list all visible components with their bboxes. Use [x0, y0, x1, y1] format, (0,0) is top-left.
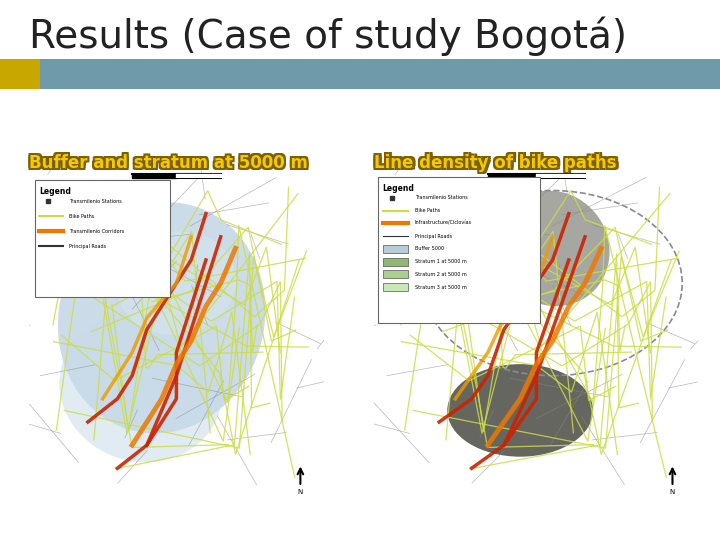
Text: Principal Roads: Principal Roads: [415, 234, 452, 239]
Bar: [382, 245, 408, 253]
Text: Stratum 2 at 5000 m: Stratum 2 at 5000 m: [415, 272, 467, 277]
Text: Buffer and stratum at 5000 m: Buffer and stratum at 5000 m: [27, 154, 305, 172]
Text: Infrastructure/Ciclovías: Infrastructure/Ciclovías: [415, 221, 472, 226]
Text: Transmilenio Corridors: Transmilenio Corridors: [68, 229, 124, 234]
Text: Buffer and stratum at 5000 m: Buffer and stratum at 5000 m: [31, 154, 310, 172]
Text: Line density of bike paths: Line density of bike paths: [377, 156, 619, 173]
Text: Stratum 1 at 5000 m: Stratum 1 at 5000 m: [415, 259, 467, 264]
Bar: [0, 59, 40, 89]
Ellipse shape: [117, 232, 236, 335]
Text: Line density of bike paths: Line density of bike paths: [374, 156, 617, 173]
Text: Bike Paths: Bike Paths: [68, 214, 94, 219]
Text: Line density of bike paths: Line density of bike paths: [372, 152, 615, 170]
Text: Buffer and stratum at 5000 m: Buffer and stratum at 5000 m: [29, 154, 307, 172]
Text: Legend: Legend: [39, 187, 71, 197]
Bar: [382, 258, 408, 266]
Text: N: N: [670, 489, 675, 495]
Text: Principal Roads: Principal Roads: [68, 244, 106, 249]
Bar: [0, 59, 720, 89]
Text: Buffer and stratum at 5000 m: Buffer and stratum at 5000 m: [27, 156, 305, 173]
Text: Stratum 3 at 5000 m: Stratum 3 at 5000 m: [415, 285, 467, 289]
Text: Line density of bike paths: Line density of bike paths: [372, 154, 615, 172]
Text: Transmilenio Stations: Transmilenio Stations: [68, 199, 122, 204]
Text: Buffer and stratum at 5000 m: Buffer and stratum at 5000 m: [29, 152, 307, 170]
Text: Legend: Legend: [382, 184, 415, 193]
FancyBboxPatch shape: [35, 180, 171, 297]
Ellipse shape: [58, 202, 266, 433]
Text: Line density of bike paths: Line density of bike paths: [374, 154, 617, 172]
Text: Buffer and stratum at 5000 m: Buffer and stratum at 5000 m: [27, 152, 305, 170]
Text: Buffer and stratum at 5000 m: Buffer and stratum at 5000 m: [31, 156, 310, 173]
Bar: [382, 283, 408, 291]
Text: Buffer 5000: Buffer 5000: [415, 246, 444, 251]
Text: Results (Case of study Bogotá): Results (Case of study Bogotá): [29, 16, 627, 56]
Ellipse shape: [59, 312, 222, 462]
Text: Line density of bike paths: Line density of bike paths: [377, 154, 619, 172]
Text: Line density of bike paths: Line density of bike paths: [374, 152, 617, 170]
Text: Line density of bike paths: Line density of bike paths: [372, 156, 615, 173]
Ellipse shape: [495, 191, 610, 306]
Text: Line density of bike paths: Line density of bike paths: [377, 152, 619, 170]
Text: Buffer and stratum at 5000 m: Buffer and stratum at 5000 m: [29, 156, 307, 173]
FancyBboxPatch shape: [378, 177, 540, 323]
Text: Bike Paths: Bike Paths: [415, 208, 440, 213]
Text: N: N: [298, 489, 303, 495]
Text: Transmilenio Stations: Transmilenio Stations: [415, 195, 468, 200]
Bar: [382, 271, 408, 279]
Ellipse shape: [447, 364, 593, 457]
Text: Buffer and stratum at 5000 m: Buffer and stratum at 5000 m: [31, 152, 310, 170]
